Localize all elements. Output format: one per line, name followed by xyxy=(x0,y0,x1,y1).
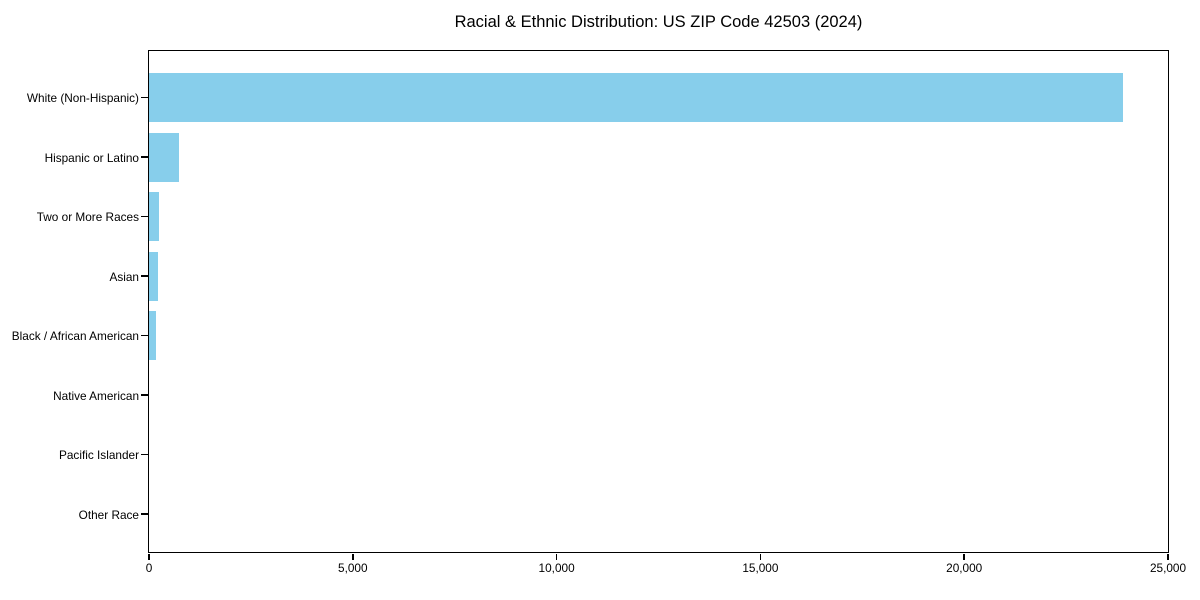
bar xyxy=(149,311,156,360)
x-tick-label: 0 xyxy=(145,561,153,575)
chart-title: Racial & Ethnic Distribution: US ZIP Cod… xyxy=(454,13,863,31)
x-tick-mark xyxy=(1167,553,1169,560)
y-tick-label: Black / African American xyxy=(11,329,139,343)
y-tick-label: Pacific Islander xyxy=(59,448,139,462)
bar xyxy=(149,132,180,182)
plot-area: 0 5,000 10,000 15,000 20,000 25,000 xyxy=(141,50,1186,575)
x-tick-label: 15,000 xyxy=(742,561,779,575)
y-tick-mark xyxy=(141,513,148,515)
y-tick-mark xyxy=(141,215,148,218)
x-tick-mark xyxy=(759,553,762,560)
x-tick-mark xyxy=(352,553,354,560)
y-tick-mark xyxy=(141,394,148,396)
x-tick-label: 10,000 xyxy=(538,561,575,575)
bar xyxy=(149,251,159,301)
y-tick-label: Asian xyxy=(109,269,139,284)
x-tick-mark xyxy=(555,553,558,560)
bar xyxy=(149,73,1124,122)
y-tick-label: White (Non-Hispanic) xyxy=(26,91,139,105)
y-tick-mark xyxy=(141,156,148,158)
y-axis-labels: White (Non-Hispanic) Hispanic or Latino Tw… xyxy=(0,50,139,553)
y-tick-mark xyxy=(141,96,148,99)
x-tick-mark xyxy=(963,553,965,560)
y-tick-mark xyxy=(141,275,148,277)
y-tick-label: Native American xyxy=(53,388,139,403)
y-tick-mark xyxy=(141,334,148,337)
y-tick-label: Two or More Races xyxy=(36,210,139,224)
y-tick-label: Other Race xyxy=(78,507,139,522)
y-tick-mark xyxy=(141,453,148,456)
y-tick-label: Hispanic or Latino xyxy=(44,150,139,165)
x-tick-mark xyxy=(148,553,150,560)
x-tick-label: 20,000 xyxy=(946,561,983,575)
bar xyxy=(149,192,160,241)
x-tick-label: 5,000 xyxy=(338,561,368,575)
x-tick-label: 25,000 xyxy=(1149,561,1187,575)
